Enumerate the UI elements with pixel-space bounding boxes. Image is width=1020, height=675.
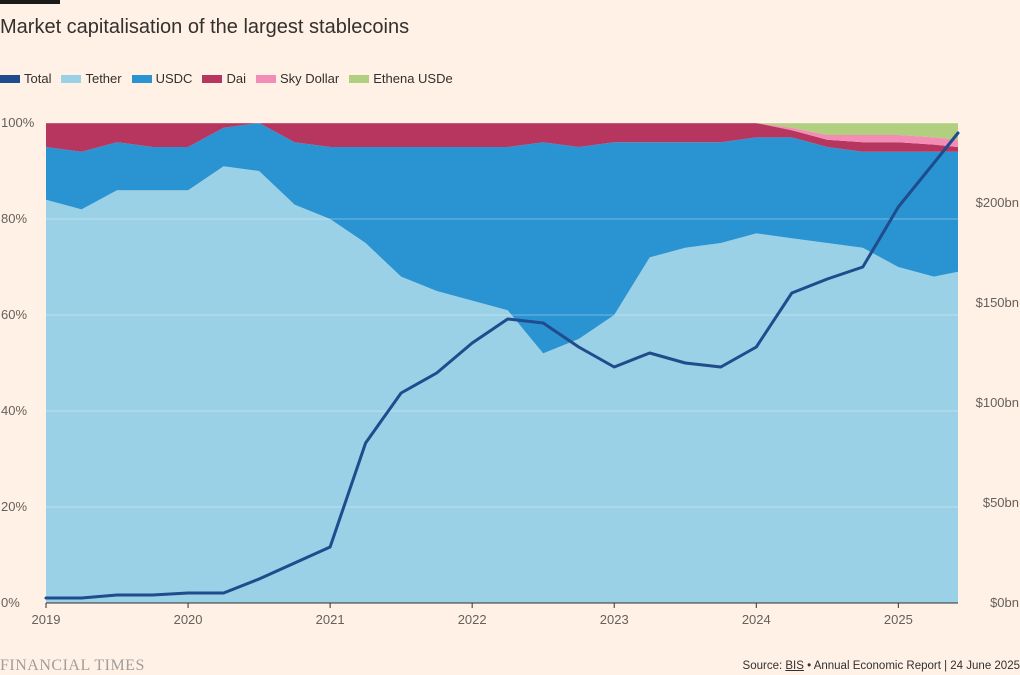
legend-label-dai: Dai	[226, 71, 246, 86]
legend-item-tether: Tether	[61, 71, 122, 86]
legend-swatch-dai	[202, 74, 223, 83]
x-tick-2025: 2025	[884, 612, 913, 627]
legend-item-dai: Dai	[202, 71, 246, 86]
ft-logo: FINANCIAL TIMES	[0, 657, 145, 674]
line-total	[44, 131, 960, 600]
legend-swatch-total	[0, 74, 20, 83]
legend: Total Tether USDC Dai Sky Dollar Ethena …	[0, 71, 453, 86]
y-tick-right--100bn: $100bn	[976, 395, 1019, 410]
legend-label-sky-dollar: Sky Dollar	[279, 71, 340, 86]
y-tick-left-80-: 80%	[1, 211, 27, 226]
y-tick-right--200bn: $200bn	[976, 195, 1019, 210]
y-tick-right--50bn: $50bn	[983, 495, 1019, 510]
source-suffix: • Annual Economic Report | 24 June 2025	[803, 660, 1020, 672]
x-tick-2020: 2020	[174, 612, 203, 627]
area-tether	[46, 166, 958, 603]
legend-swatch-usdc	[131, 74, 152, 83]
legend-label-usdc: USDC	[155, 71, 193, 86]
area-ethena-usde	[46, 123, 958, 140]
y-tick-left-100-: 100%	[1, 115, 35, 130]
axes: 0% 20% 40% 60% 80% 100% $0bn $50bn $100bn $150bn $…	[1, 115, 1019, 627]
legend-item-ethena-usde: Ethena USDe	[349, 71, 453, 86]
y-tick-left-40-: 40%	[1, 403, 27, 418]
x-tick-2022: 2022	[458, 612, 487, 627]
y-tick-right--150bn: $150bn	[976, 295, 1019, 310]
legend-swatch-tether	[61, 74, 82, 83]
legend-item-total: Total	[0, 71, 51, 86]
legend-swatch-ethena-usde	[349, 74, 370, 83]
ft-accent-bar	[0, 0, 60, 4]
chart-title: Market capitalisation of the largest sta…	[0, 16, 410, 38]
x-tick-2019: 2019	[32, 612, 61, 627]
y-tick-left-60-: 60%	[1, 307, 27, 322]
area-dai	[46, 123, 958, 152]
source-link-bis[interactable]: BIS	[785, 660, 804, 672]
y-tick-left-20-: 20%	[1, 499, 27, 514]
legend-swatch-sky-dollar	[255, 74, 276, 83]
stacked-areas	[46, 123, 958, 603]
legend-item-usdc: USDC	[131, 71, 193, 86]
legend-label-ethena-usde: Ethena USDe	[373, 71, 453, 86]
source-prefix: Source:	[742, 660, 786, 672]
x-tick-2023: 2023	[600, 612, 629, 627]
x-tick-2024: 2024	[742, 612, 771, 627]
x-tick-2021: 2021	[316, 612, 345, 627]
y-tick-right--0bn: $0bn	[990, 595, 1019, 610]
source-note: Source: BIS • Annual Economic Report | 2…	[743, 660, 1020, 672]
legend-label-tether: Tether	[85, 71, 122, 86]
total-line-layer	[44, 131, 960, 600]
area-usdc	[46, 123, 958, 354]
legend-item-sky-dollar: Sky Dollar	[255, 71, 340, 86]
legend-label-total: Total	[24, 71, 52, 86]
y-tick-left-0-: 0%	[1, 595, 20, 610]
